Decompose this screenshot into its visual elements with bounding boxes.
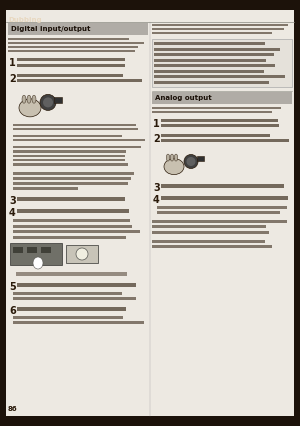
Bar bbox=[161, 134, 270, 137]
Bar bbox=[13, 219, 130, 222]
Bar bbox=[17, 197, 125, 201]
Bar bbox=[17, 79, 142, 82]
Bar bbox=[8, 23, 148, 35]
Bar bbox=[13, 187, 78, 190]
Bar bbox=[152, 231, 269, 234]
Bar bbox=[152, 240, 265, 243]
Text: Dubbing: Dubbing bbox=[8, 17, 42, 23]
Bar bbox=[13, 321, 144, 324]
Text: 2: 2 bbox=[9, 74, 16, 84]
Bar bbox=[152, 39, 292, 87]
Text: 5: 5 bbox=[9, 282, 16, 292]
Bar bbox=[152, 245, 272, 248]
Text: 4: 4 bbox=[153, 195, 160, 205]
Text: 1: 1 bbox=[153, 119, 160, 129]
Bar bbox=[154, 69, 264, 72]
Bar bbox=[8, 46, 138, 48]
Ellipse shape bbox=[76, 248, 88, 260]
Ellipse shape bbox=[166, 154, 170, 161]
Bar bbox=[16, 88, 71, 120]
Bar bbox=[13, 297, 136, 300]
Bar bbox=[13, 135, 122, 137]
Bar bbox=[13, 128, 138, 130]
Bar bbox=[13, 177, 131, 180]
Bar bbox=[13, 164, 128, 166]
Bar bbox=[17, 74, 123, 77]
Ellipse shape bbox=[174, 154, 178, 161]
Bar bbox=[152, 92, 292, 104]
Ellipse shape bbox=[43, 98, 53, 107]
Bar bbox=[13, 247, 23, 253]
Bar bbox=[152, 225, 266, 228]
Bar bbox=[161, 196, 288, 200]
Bar bbox=[154, 75, 285, 78]
Text: 2: 2 bbox=[153, 134, 160, 144]
Bar bbox=[41, 247, 51, 253]
Bar bbox=[54, 97, 62, 103]
Bar bbox=[154, 59, 266, 62]
Bar bbox=[161, 119, 278, 122]
Bar bbox=[17, 209, 129, 213]
Bar bbox=[13, 159, 125, 161]
Bar bbox=[152, 24, 288, 26]
Bar bbox=[17, 64, 125, 67]
Bar bbox=[13, 182, 128, 185]
Bar bbox=[157, 211, 280, 214]
Bar bbox=[8, 38, 129, 40]
Bar bbox=[16, 272, 127, 276]
Bar bbox=[13, 124, 136, 126]
Ellipse shape bbox=[40, 95, 56, 110]
Bar bbox=[197, 155, 204, 161]
Bar bbox=[8, 42, 144, 44]
Bar bbox=[154, 64, 275, 67]
Bar bbox=[152, 220, 287, 223]
Bar bbox=[8, 50, 135, 52]
Bar bbox=[13, 230, 140, 233]
Bar bbox=[13, 236, 126, 239]
Ellipse shape bbox=[22, 95, 26, 103]
Ellipse shape bbox=[170, 154, 174, 161]
Bar bbox=[152, 28, 284, 30]
Text: 6: 6 bbox=[9, 306, 16, 316]
Bar bbox=[17, 58, 125, 61]
Bar bbox=[17, 282, 136, 287]
Ellipse shape bbox=[184, 155, 198, 169]
Text: 3: 3 bbox=[153, 183, 160, 193]
Ellipse shape bbox=[187, 157, 196, 166]
Text: 4: 4 bbox=[9, 208, 16, 218]
Bar bbox=[13, 225, 132, 227]
Bar bbox=[13, 316, 123, 319]
Bar bbox=[13, 172, 134, 175]
Bar bbox=[154, 42, 265, 45]
Bar bbox=[154, 53, 274, 56]
Ellipse shape bbox=[33, 257, 43, 269]
Bar bbox=[66, 245, 98, 263]
Text: Analog output: Analog output bbox=[155, 95, 212, 101]
Text: Digital input/output: Digital input/output bbox=[11, 26, 91, 32]
Bar bbox=[13, 292, 122, 295]
Text: 3: 3 bbox=[9, 196, 16, 206]
Bar bbox=[161, 184, 284, 188]
Bar bbox=[13, 155, 125, 157]
Bar bbox=[154, 48, 280, 51]
Bar bbox=[13, 150, 126, 153]
Bar bbox=[152, 111, 272, 113]
Bar bbox=[27, 247, 37, 253]
Bar bbox=[161, 124, 279, 127]
Ellipse shape bbox=[27, 95, 31, 103]
Bar bbox=[157, 206, 287, 209]
Text: 1: 1 bbox=[9, 58, 16, 68]
Bar bbox=[161, 139, 289, 142]
Bar bbox=[17, 307, 126, 311]
Bar bbox=[152, 32, 272, 34]
Bar bbox=[152, 107, 281, 109]
Ellipse shape bbox=[32, 95, 36, 103]
Bar bbox=[154, 81, 269, 83]
Bar bbox=[13, 146, 141, 148]
Bar bbox=[13, 139, 145, 141]
Bar bbox=[10, 243, 62, 265]
Text: 86: 86 bbox=[8, 406, 18, 412]
Ellipse shape bbox=[164, 158, 184, 175]
Ellipse shape bbox=[19, 99, 41, 117]
